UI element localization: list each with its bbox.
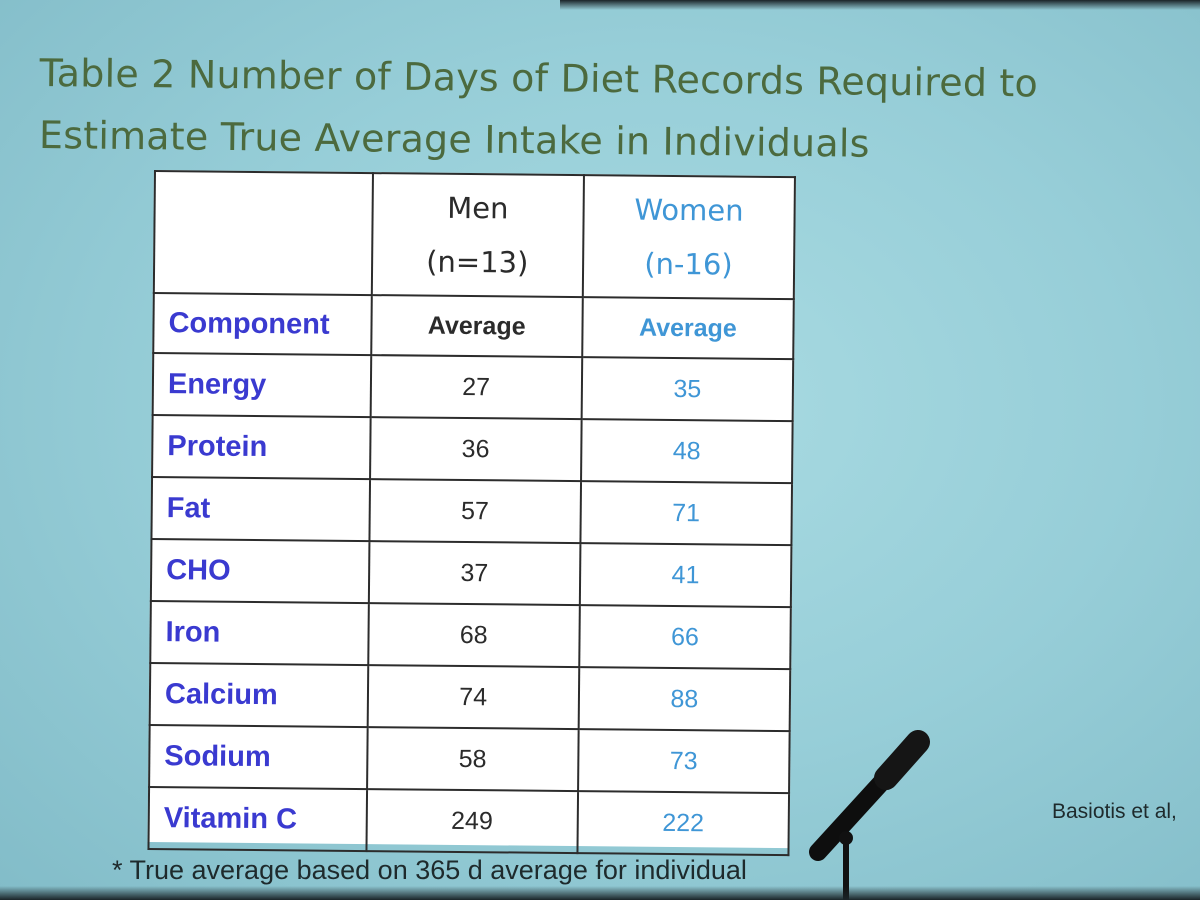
- women-value-cell: 41: [579, 543, 792, 608]
- women-value-cell: 88: [578, 667, 791, 732]
- women-value-cell: 66: [579, 605, 791, 670]
- component-column-header: Component: [153, 293, 372, 356]
- component-cell: Sodium: [149, 724, 368, 790]
- table-row: Fat 57 71: [151, 476, 793, 546]
- men-label: Men: [447, 190, 509, 226]
- component-cell: Protein: [152, 414, 371, 480]
- component-cell: Fat: [151, 476, 370, 542]
- table-row: Sodium 58 73: [149, 724, 790, 794]
- table-row: Energy 27 35: [152, 353, 794, 422]
- data-table: Men (n=13) Women (n-16) Component Averag…: [147, 170, 795, 856]
- component-cell: Vitamin C: [148, 786, 367, 852]
- table-row: Iron 68 66: [150, 600, 791, 670]
- women-average-header: Average: [582, 297, 794, 360]
- table-row: Protein 36 48: [152, 414, 793, 484]
- table-row: Vitamin C 249 222: [148, 786, 790, 856]
- men-average-header: Average: [370, 295, 583, 358]
- column-header-row: Component Average Average: [153, 293, 794, 360]
- component-cell: Iron: [150, 600, 369, 666]
- men-value-cell: 74: [367, 665, 580, 730]
- women-sample-size: (n-16): [644, 246, 733, 282]
- men-value-cell: 58: [366, 727, 579, 792]
- women-label: Women: [634, 192, 744, 228]
- men-group-header: Men (n=13): [371, 173, 584, 298]
- women-value-cell: 71: [580, 481, 793, 546]
- women-group-header: Women (n-16): [582, 175, 795, 300]
- microphone-icon: [809, 730, 930, 900]
- women-value-cell: 222: [577, 791, 790, 856]
- women-value-cell: 35: [581, 357, 794, 422]
- component-cell: Calcium: [149, 662, 368, 728]
- diet-records-table: Men (n=13) Women (n-16) Component Averag…: [147, 170, 796, 856]
- footnote: * True average based on 365 d average fo…: [112, 855, 747, 885]
- women-value-cell: 48: [580, 419, 793, 484]
- component-cell: CHO: [150, 538, 370, 604]
- citation: Basiotis et al,: [1052, 800, 1177, 823]
- top-edge-shadow: [560, 0, 1200, 10]
- men-value-cell: 37: [368, 541, 581, 606]
- bottom-edge-shadow: [0, 886, 1200, 900]
- men-value-cell: 36: [369, 417, 582, 482]
- component-cell: Energy: [152, 353, 371, 418]
- men-value-cell: 68: [367, 603, 580, 668]
- group-header-row: Men (n=13) Women (n-16): [153, 171, 795, 300]
- table-row: CHO 37 41: [150, 538, 792, 608]
- slide-title: Table 2 Number of Days of Diet Records R…: [38, 50, 1039, 166]
- women-value-cell: 73: [577, 729, 790, 794]
- men-sample-size: (n=13): [426, 244, 529, 280]
- empty-header-cell: [153, 171, 373, 296]
- men-value-cell: 27: [370, 355, 583, 420]
- men-value-cell: 57: [369, 479, 581, 544]
- table-row: Calcium 74 88: [149, 662, 791, 732]
- men-value-cell: 249: [366, 789, 578, 854]
